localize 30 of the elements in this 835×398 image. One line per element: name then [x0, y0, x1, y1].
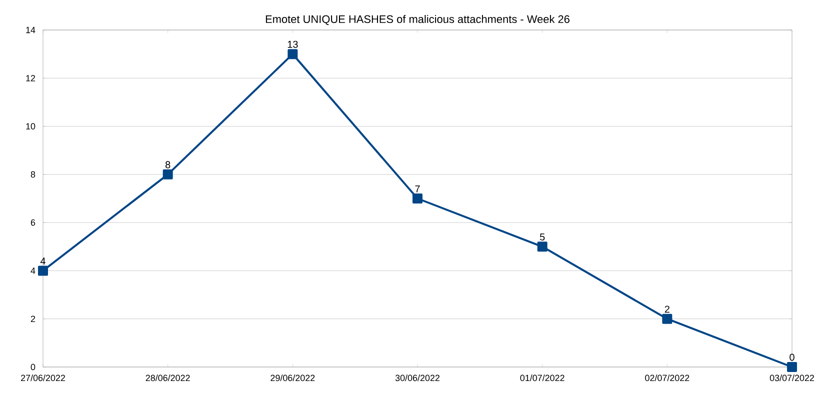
data-label: 5: [540, 233, 545, 240]
point: [162, 169, 173, 180]
x-tick-label: 02/07/2022: [645, 374, 690, 382]
point: [412, 193, 423, 204]
x-tick-label: 03/07/2022: [770, 374, 814, 382]
y-tick-label: 4: [30, 268, 36, 274]
y-tick-label: 0: [30, 364, 36, 370]
point: [537, 242, 548, 252]
data-label: 7: [415, 185, 420, 192]
x-tick-label: 28/06/2022: [146, 374, 190, 382]
y-tick-label: 10: [26, 123, 36, 130]
data-label: 8: [166, 161, 170, 168]
data-label: 4: [40, 258, 46, 265]
x-tick-label: 27/06/2022: [21, 374, 65, 382]
x-tick-label: 01/07/2022: [520, 374, 564, 382]
y-tick-label: 2: [30, 316, 36, 322]
y-tick-label: 6: [30, 219, 36, 226]
data-label: 2: [664, 306, 670, 313]
x-tick-label: 29/06/2022: [270, 374, 315, 382]
y-tick-label: 14: [26, 26, 36, 34]
point: [787, 362, 798, 372]
point: [662, 314, 672, 324]
y-tick-label: 8: [30, 171, 36, 178]
point: [38, 266, 48, 276]
data-label: 0: [790, 354, 794, 361]
y-tick-label: 12: [26, 75, 36, 82]
data-label: 13: [288, 40, 298, 48]
point: [288, 49, 298, 60]
x-tick-label: 30/06/2022: [395, 374, 440, 382]
chart-title: Emotet UNIQUE HASHES of malicious attachments - Week 26: [266, 14, 570, 25]
